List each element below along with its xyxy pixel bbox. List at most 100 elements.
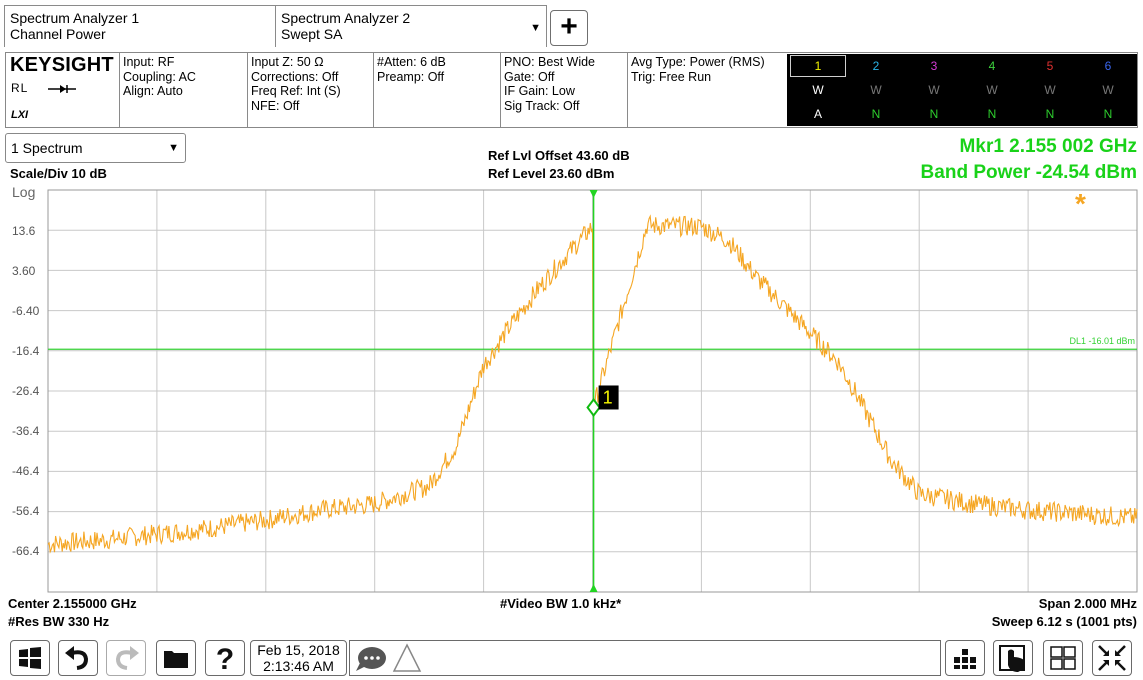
trace-number: 1 xyxy=(789,54,847,78)
trace-panel[interactable]: 1 W A 2 W N 3 W N 4 W N 5 W N 6 W N xyxy=(787,54,1137,126)
redo-button[interactable] xyxy=(106,640,146,676)
tab-spectrum-analyzer-1[interactable]: Spectrum Analyzer 1 Channel Power xyxy=(4,5,276,47)
marker-readout: Mkr1 2.155 002 GHz xyxy=(959,136,1137,157)
y-tick-label: -16.4 xyxy=(12,344,40,358)
zoom-icon xyxy=(1098,645,1126,671)
message-button[interactable] xyxy=(349,640,941,676)
marker-label: 1 xyxy=(603,387,613,407)
folder-icon xyxy=(164,651,188,668)
file-button[interactable] xyxy=(156,640,196,676)
windows-start-button[interactable] xyxy=(10,640,50,676)
plus-icon: + xyxy=(560,10,578,43)
date-label: Feb 15, 2018 xyxy=(257,642,340,658)
ref-level-offset: Ref Lvl Offset 43.60 dB xyxy=(488,148,630,163)
trace-5[interactable]: 5 W N xyxy=(1021,54,1079,126)
y-tick-label: 13.6 xyxy=(12,224,36,238)
span[interactable]: Span 2.000 MHz xyxy=(1038,596,1137,611)
windows-icon xyxy=(19,647,41,669)
avg-type-value: Avg Type: Power (RMS) xyxy=(631,55,765,69)
atten-value: #Atten: 6 dB xyxy=(377,55,446,69)
screen-layout-icon xyxy=(954,649,976,669)
trace-4[interactable]: 4 W N xyxy=(963,54,1021,126)
trace-1[interactable]: 1 W A xyxy=(789,54,847,126)
tab-title: Spectrum Analyzer 2 xyxy=(281,10,411,26)
trace-type: W xyxy=(986,83,998,97)
y-tick-label: -56.4 xyxy=(12,504,40,518)
undo-icon xyxy=(65,646,89,670)
view-select-value: 1 Spectrum xyxy=(11,140,83,156)
multi-window-icon xyxy=(1050,646,1076,670)
trace-6[interactable]: 6 W N xyxy=(1079,54,1137,126)
if-gain-value: IF Gain: Low xyxy=(504,84,575,98)
marker-bottom-indicator xyxy=(589,584,598,592)
tab-spectrum-analyzer-2[interactable]: Spectrum Analyzer 2 Swept SA ▼ xyxy=(275,5,547,47)
nfe-value: NFE: Off xyxy=(251,98,300,113)
gate-value: Gate: Off xyxy=(504,69,555,84)
asterisk-indicator: * xyxy=(1075,188,1086,219)
trace-2[interactable]: 2 W N xyxy=(847,54,905,126)
ref-level: Ref Level 23.60 dBm xyxy=(488,166,615,181)
pno-settings[interactable]: PNO: Best Wide Gate: Off IF Gain: Low Si… xyxy=(500,53,627,127)
coupling-value: Coupling: AC xyxy=(123,69,196,84)
trace-type: W xyxy=(812,83,824,97)
datetime-display: Feb 15, 2018 2:13:46 AM xyxy=(250,640,347,676)
triangle-icon xyxy=(392,643,422,672)
tab-title: Spectrum Analyzer 1 xyxy=(10,10,140,26)
scale-per-div: Scale/Div 10 dB xyxy=(10,166,107,181)
help-icon: ? xyxy=(216,643,234,676)
y-tick-label: -66.4 xyxy=(12,544,40,558)
corrections-value: Corrections: Off xyxy=(251,69,339,84)
freq-ref-value: Freq Ref: Int (S) xyxy=(251,84,341,98)
attenuation-settings[interactable]: #Atten: 6 dB Preamp: Off xyxy=(373,53,500,127)
rl-label: RL xyxy=(11,81,28,95)
input-settings[interactable]: Input: RF Coupling: AC Align: Auto xyxy=(119,53,247,127)
video-bw[interactable]: #Video BW 1.0 kHz* xyxy=(500,596,622,611)
impedance-settings[interactable]: Input Z: 50 Ω Corrections: Off Freq Ref:… xyxy=(247,53,373,127)
trace-number: 4 xyxy=(988,59,996,73)
touch-icon xyxy=(999,645,1025,672)
trace-3[interactable]: 3 W N xyxy=(905,54,963,126)
res-bw[interactable]: #Res BW 330 Hz xyxy=(8,614,110,629)
center-frequency[interactable]: Center 2.155000 GHz xyxy=(8,596,137,611)
touch-button[interactable] xyxy=(993,640,1033,676)
log-label: Log xyxy=(12,184,36,200)
trace-number: 6 xyxy=(1104,59,1112,73)
trace-detector: N xyxy=(1103,107,1113,121)
y-tick-label: -46.4 xyxy=(12,464,40,478)
redo-icon xyxy=(115,646,139,670)
tab-subtitle: Swept SA xyxy=(281,26,343,42)
chat-icon xyxy=(356,647,386,671)
y-tick-label: -26.4 xyxy=(12,384,40,398)
trace-1-line xyxy=(47,214,1138,554)
add-tab-button[interactable]: + xyxy=(550,10,588,46)
pno-value: PNO: Best Wide xyxy=(504,55,595,69)
trace-number: 3 xyxy=(930,59,938,73)
lxi-logo: LXI xyxy=(11,109,29,121)
trace-type: W xyxy=(1102,83,1114,97)
marker-label-box xyxy=(598,385,619,410)
multi-window-button[interactable] xyxy=(1043,640,1083,676)
marker-diamond xyxy=(586,397,601,418)
zoom-button[interactable] xyxy=(1092,640,1132,676)
trace-type: W xyxy=(1044,83,1056,97)
undo-button[interactable] xyxy=(58,640,98,676)
tab-subtitle: Channel Power xyxy=(10,26,106,42)
time-label: 2:13:46 AM xyxy=(263,658,334,674)
status-bar: KEYSIGHT RL LXI Input: RF Coupling: AC A… xyxy=(5,52,1138,128)
view-select-dropdown[interactable]: 1 Spectrum ▼ xyxy=(5,133,186,163)
align-value: Align: Auto xyxy=(123,84,183,98)
brand-logo: KEYSIGHT xyxy=(10,54,114,76)
sweep-time[interactable]: Sweep 6.12 s (1001 pts) xyxy=(991,614,1137,629)
band-power-readout: Band Power -24.54 dBm xyxy=(920,162,1137,183)
y-tick-label: -36.4 xyxy=(12,424,40,438)
help-button[interactable]: ? xyxy=(205,640,245,676)
screen-layout-button[interactable] xyxy=(945,640,985,676)
svg-text:?: ? xyxy=(216,643,234,675)
trace-detector: N xyxy=(987,107,997,121)
dropdown-arrow-icon: ▼ xyxy=(530,22,541,34)
preamp-value: Preamp: Off xyxy=(377,69,445,84)
dropdown-arrow-icon: ▼ xyxy=(168,142,179,154)
rl-indicator: RL xyxy=(11,81,78,95)
avg-trig-settings[interactable]: Avg Type: Power (RMS) Trig: Free Run xyxy=(627,53,787,127)
